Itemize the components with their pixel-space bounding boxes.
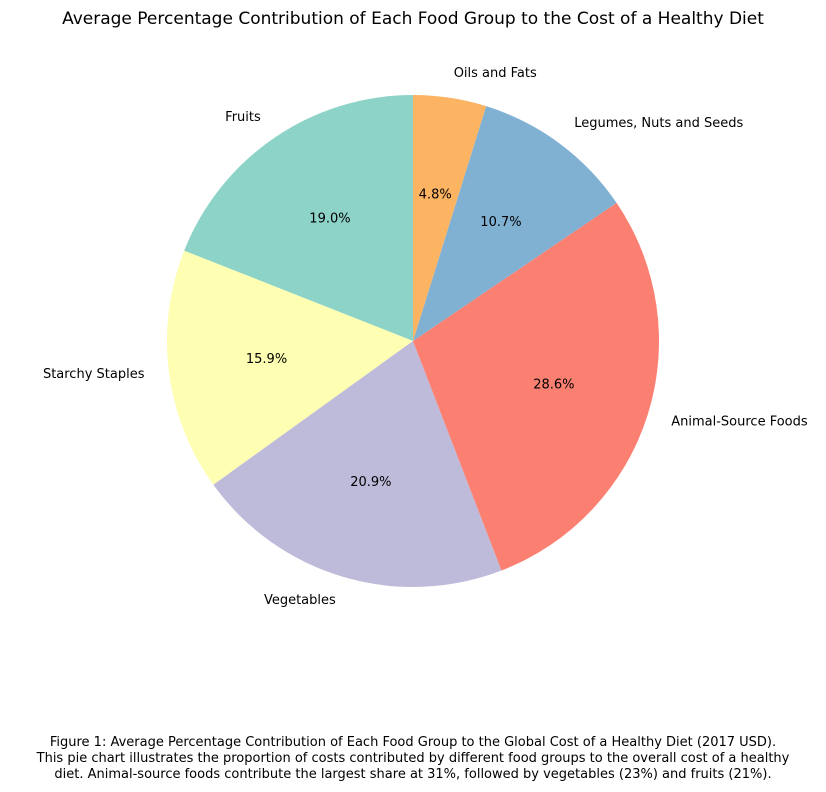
- slice-label-animal-source-foods: Animal-Source Foods: [671, 414, 808, 429]
- slice-percent-legumes-nuts-and-seeds: 10.7%: [480, 215, 521, 230]
- chart-title: Average Percentage Contribution of Each …: [62, 9, 764, 29]
- caption-line-1: Figure 1: Average Percentage Contributio…: [49, 735, 777, 750]
- pie-labels: Fruits 19.0% Starchy Staples 15.9% Vegetable…: [43, 66, 808, 608]
- slice-percent-oils-and-fats: 4.8%: [419, 188, 452, 203]
- slice-label-vegetables: Vegetables: [264, 593, 336, 608]
- slice-percent-fruits: 19.0%: [309, 211, 350, 226]
- caption-line-3: diet. Animal-source foods contribute the…: [54, 767, 772, 782]
- pie-chart: Average Percentage Contribution of Each …: [43, 9, 808, 608]
- slice-label-starchy-staples: Starchy Staples: [43, 367, 145, 382]
- slice-label-oils-and-fats: Oils and Fats: [454, 66, 537, 81]
- slice-percent-animal-source-foods: 28.6%: [533, 378, 574, 393]
- caption-line-2: This pie chart illustrates the proportio…: [36, 751, 790, 766]
- pie-slice-vegetables: [213, 341, 502, 588]
- slice-label-fruits: Fruits: [225, 110, 261, 125]
- pie-slice-oils-and-fats: [413, 95, 487, 341]
- pie-slice-fruits: [184, 95, 413, 341]
- pie-slice-starchy-staples: [167, 250, 413, 485]
- pie-slice-legumes-nuts-and-seeds: [413, 106, 617, 341]
- figure-caption: Figure 1: Average Percentage Contributio…: [0, 735, 826, 783]
- pie-slice-animal-source-foods: [413, 202, 659, 571]
- slice-percent-starchy-staples: 15.9%: [246, 352, 287, 367]
- pie-slices: [167, 95, 659, 588]
- slice-percent-vegetables: 20.9%: [350, 475, 391, 490]
- slice-label-legumes-nuts-and-seeds: Legumes, Nuts and Seeds: [574, 116, 743, 131]
